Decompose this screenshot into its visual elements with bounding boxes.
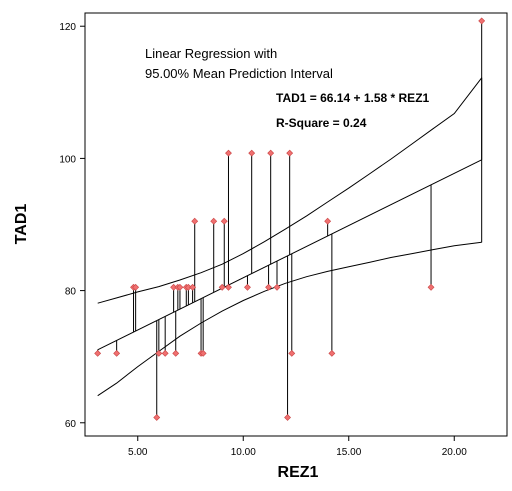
y-axis-title: TAD1 xyxy=(13,204,30,245)
axes-group: 5.00 10.00 15.00 20.00 60 80 100 120 xyxy=(59,22,467,458)
data-point xyxy=(218,283,226,291)
data-point xyxy=(286,149,294,157)
data-point xyxy=(267,149,275,157)
data-point xyxy=(176,283,184,291)
annotation-group: Linear Regression with 95.00% Mean Predi… xyxy=(145,46,430,130)
data-point xyxy=(172,349,180,357)
x-tick-label: 15.00 xyxy=(336,447,361,458)
data-point xyxy=(161,349,169,357)
data-point xyxy=(225,149,232,157)
x-axis-title: REZ1 xyxy=(278,464,319,481)
x-tick-label: 10.00 xyxy=(231,447,256,458)
data-point xyxy=(155,349,163,357)
data-point xyxy=(132,283,140,291)
data-point xyxy=(273,283,281,291)
regression-equation: TAD1 = 66.14 + 1.58 * REZ1 xyxy=(276,91,430,105)
x-tick-label: 20.00 xyxy=(442,447,467,458)
method-line-1: Linear Regression with xyxy=(145,46,277,61)
y-tick-label: 80 xyxy=(65,287,77,298)
y-tick-label: 120 xyxy=(59,22,76,33)
data-point xyxy=(94,349,102,357)
data-point xyxy=(478,17,486,25)
data-point xyxy=(225,283,232,291)
data-point xyxy=(191,217,199,225)
data-point xyxy=(244,283,251,291)
data-point xyxy=(427,283,435,291)
method-line-2: 95.00% Mean Prediction Interval xyxy=(145,66,333,81)
data-point xyxy=(189,283,197,291)
data-point xyxy=(199,349,207,357)
data-point xyxy=(210,217,218,225)
data-point xyxy=(113,349,121,357)
data-points-group xyxy=(94,17,486,421)
data-point xyxy=(284,414,291,421)
data-point xyxy=(324,217,332,225)
r-square-label: R-Square = 0.24 xyxy=(276,116,367,130)
y-tick-label: 100 xyxy=(59,154,76,165)
data-point xyxy=(328,349,336,357)
y-tick-label: 60 xyxy=(65,419,77,430)
data-point xyxy=(248,149,256,157)
residual-lines-group xyxy=(97,20,483,418)
data-point xyxy=(153,414,161,421)
data-point xyxy=(288,349,296,357)
plot-frame xyxy=(84,12,508,437)
data-point xyxy=(220,217,228,225)
x-tick-label: 5.00 xyxy=(128,447,148,458)
upper-interval-curve xyxy=(97,77,483,304)
data-point xyxy=(265,283,272,291)
